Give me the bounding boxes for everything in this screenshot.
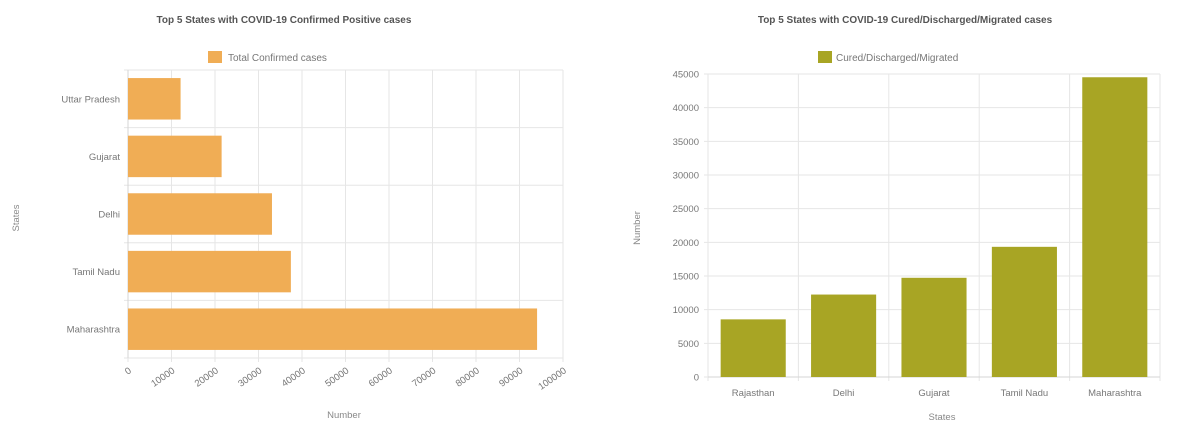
right-bar: [811, 294, 877, 377]
left-bar: [128, 308, 538, 350]
left-y-tick-label: Tamil Nadu: [72, 267, 120, 278]
right-x-tick-label: Gujarat: [918, 388, 950, 399]
right-legend-swatch: [818, 51, 832, 63]
left-y-axis-title: States: [11, 204, 22, 231]
right-y-tick-label: 45000: [673, 70, 699, 81]
right-y-axis-title: Number: [632, 211, 643, 245]
left-chart-title: Top 5 States with COVID-19 Confirmed Pos…: [157, 15, 412, 26]
left-legend-swatch: [208, 51, 222, 63]
right-y-tick-label: 30000: [673, 171, 699, 182]
left-y-tick-label: Gujarat: [89, 152, 121, 163]
left-x-tick-label: 40000: [280, 365, 308, 389]
left-x-tick-label: 50000: [323, 365, 351, 389]
right-y-tick-label: 35000: [673, 137, 699, 148]
left-x-tick-label: 20000: [193, 365, 221, 389]
left-bar: [128, 250, 291, 293]
right-x-tick-label: Rajasthan: [732, 388, 775, 399]
right-legend-label: Cured/Discharged/Migrated: [836, 53, 958, 64]
left-bar: [128, 135, 222, 178]
left-bar: [128, 193, 272, 235]
right-bar: [991, 246, 1057, 377]
right-bar: [720, 319, 786, 377]
left-x-tick-label: 10000: [149, 365, 177, 389]
left-x-axis-title: Number: [327, 410, 361, 421]
left-y-tick-label: Delhi: [98, 210, 120, 221]
right-y-tick-label: 20000: [673, 238, 699, 249]
right-y-tick-label: 25000: [673, 204, 699, 215]
right-y-tick-label: 0: [694, 373, 699, 384]
right-bar: [1082, 77, 1148, 377]
right-chart-title: Top 5 States with COVID-19 Cured/Dischar…: [758, 15, 1053, 26]
left-legend-label: Total Confirmed cases: [228, 53, 327, 64]
right-y-tick-label: 5000: [678, 339, 699, 350]
right-x-tick-label: Maharashtra: [1088, 388, 1142, 399]
right-x-tick-label: Delhi: [833, 388, 855, 399]
right-bar: [901, 277, 967, 377]
right-y-tick-label: 15000: [673, 272, 699, 283]
left-x-tick-label: 60000: [367, 365, 395, 389]
right-y-tick-label: 40000: [673, 103, 699, 114]
left-x-tick-label: 30000: [236, 365, 264, 389]
left-bar: [128, 78, 181, 120]
right-x-tick-label: Tamil Nadu: [1001, 388, 1049, 399]
left-y-tick-label: Maharashtra: [67, 325, 121, 336]
right-y-tick-label: 10000: [673, 305, 699, 316]
right-plot-area: 0 5000 10000 15000 20000 25000 30000 35000 40000…: [673, 70, 1161, 399]
left-y-tick-label: Uttar Pradesh: [61, 94, 120, 105]
left-plot-area: 0 10000 20000 30000 40000 50000 60000 70000 8000…: [61, 69, 569, 393]
left-x-tick-label: 70000: [410, 365, 438, 389]
left-x-tick-label: 0: [123, 365, 134, 377]
right-x-axis-title: States: [929, 412, 956, 423]
left-x-tick-label: 90000: [497, 365, 525, 389]
left-x-tick-label: 80000: [454, 365, 482, 389]
left-x-tick-label: 100000: [536, 365, 568, 392]
